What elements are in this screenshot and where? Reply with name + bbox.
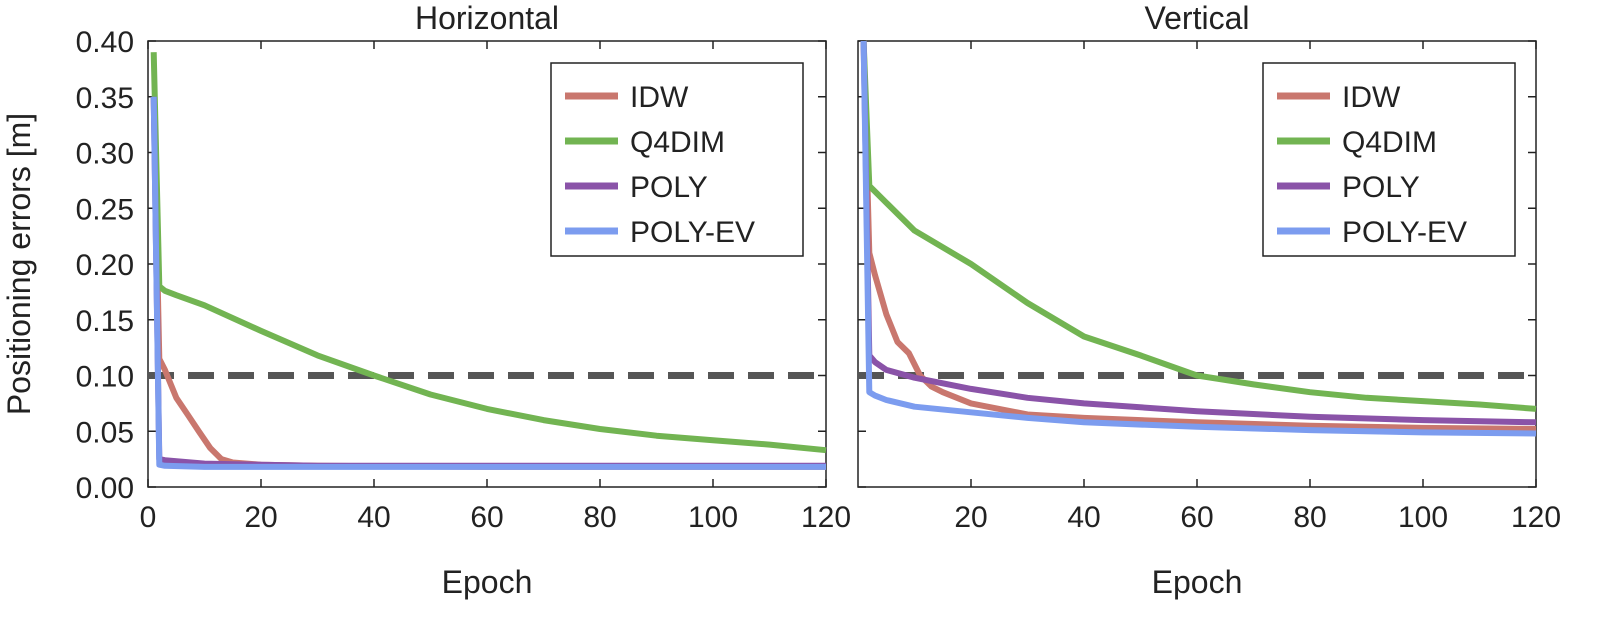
series-lines-horizontal [150, 52, 827, 470]
x-tick-label: 40 [357, 501, 390, 534]
ticks-vertical: 20 40 60 80 100 120 [858, 40, 1561, 534]
series-line-idw [860, 40, 1537, 432]
x-tick-label: 120 [1511, 501, 1561, 534]
y-tick-label: 0.15 [76, 305, 134, 338]
y-tick-label: 0.00 [76, 472, 134, 505]
legend-label-q4dim: Q4DIM [630, 126, 725, 159]
series-line-q4dim [150, 52, 827, 454]
x-tick-label: 80 [1293, 501, 1326, 534]
x-axis-label-horizontal: Epoch [442, 564, 533, 600]
y-axis-label: Positioning errors [m] [1, 113, 37, 415]
legend-label-idw: IDW [630, 81, 689, 114]
series-line-poly-ev [150, 96, 826, 470]
x-tick-label: 20 [244, 501, 277, 534]
y-tick-label: 0.05 [76, 416, 134, 449]
y-tick-label: 0.35 [76, 82, 134, 115]
legend-label-q4dim: Q4DIM [1342, 126, 1437, 159]
series-lines-vertical [860, 40, 1537, 437]
legend-vertical: IDW Q4DIM POLY POLY-EV [1262, 62, 1516, 257]
panel-horizontal: Horizontal Epoch 0.00 0.05 0.10 0.15 0.20 0.2… [76, 0, 851, 600]
legend-horizontal: IDW Q4DIM POLY POLY-EV [550, 62, 804, 257]
series-line-poly-ev [860, 40, 1537, 437]
y-tick-label: 0.25 [76, 193, 134, 226]
legend-label-idw: IDW [1342, 81, 1401, 114]
y-tick-label: 0.20 [76, 249, 134, 282]
ticks-horizontal: 0.00 0.05 0.10 0.15 0.20 0.25 0.30 0.35 0.40 0 20 4… [76, 26, 851, 534]
legend-label-poly: POLY [1342, 171, 1420, 204]
x-tick-label: 0 [140, 501, 157, 534]
legend-label-poly-ev: POLY-EV [630, 216, 755, 249]
panel-title-horizontal: Horizontal [415, 0, 559, 36]
x-tick-label: 20 [954, 501, 987, 534]
legend-label-poly: POLY [630, 171, 708, 204]
x-tick-label: 40 [1067, 501, 1100, 534]
panel-vertical: Vertical Epoch 20 40 60 80 100 120 IDW Q4DIM … [857, 0, 1561, 600]
x-tick-label: 100 [688, 501, 738, 534]
panel-title-vertical: Vertical [1145, 0, 1250, 36]
y-tick-label: 0.40 [76, 26, 134, 59]
legend-label-poly-ev: POLY-EV [1342, 216, 1467, 249]
series-line-poly [860, 40, 1537, 426]
x-tick-label: 100 [1398, 501, 1448, 534]
x-tick-label: 60 [1180, 501, 1213, 534]
x-tick-label: 80 [583, 501, 616, 534]
series-line-q4dim [860, 40, 1537, 412]
x-tick-label: 120 [801, 501, 851, 534]
y-tick-label: 0.30 [76, 138, 134, 171]
x-tick-label: 60 [470, 501, 503, 534]
x-axis-label-vertical: Epoch [1152, 564, 1243, 600]
y-tick-label: 0.10 [76, 361, 134, 394]
